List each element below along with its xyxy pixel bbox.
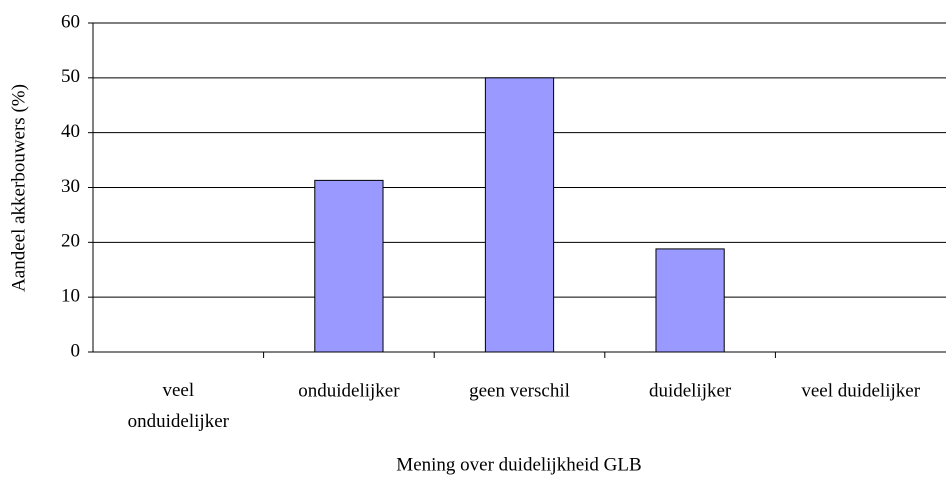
y-tick-label: 0 — [71, 340, 81, 361]
bar — [484, 77, 555, 353]
x-axis-title: Mening over duidelijkheid GLB — [396, 454, 641, 475]
x-tick-label: veel onduidelijker — [128, 380, 230, 432]
x-tick-label: duidelijker — [649, 380, 732, 401]
x-tick-label: veel duidelijker — [801, 380, 920, 401]
y-tick-label: 50 — [61, 66, 80, 87]
bar — [314, 179, 384, 353]
y-tick-label: 30 — [61, 176, 80, 197]
y-axis-title: Aandeel akkerbouwers (%) — [8, 84, 29, 292]
y-tick-label: 60 — [61, 11, 80, 32]
y-tick-label: 10 — [61, 286, 80, 307]
x-tick-label: onduidelijker — [298, 380, 400, 401]
y-tick-label: 40 — [61, 121, 80, 142]
y-tick-label: 20 — [61, 231, 80, 252]
bar — [655, 248, 725, 353]
x-tick-label: geen verschil — [469, 380, 570, 401]
